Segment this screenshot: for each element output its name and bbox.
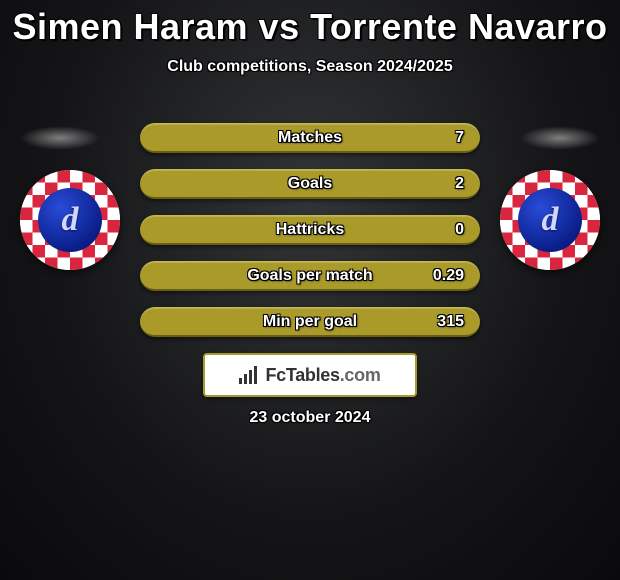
player-shadow-right: [520, 126, 600, 150]
brand-text: FcTables.com: [265, 365, 380, 386]
stat-value-right: 2: [455, 170, 464, 197]
club-crest-left: d: [20, 170, 120, 270]
stat-label: Hattricks: [140, 216, 480, 243]
club-crest-right: d: [500, 170, 600, 270]
stat-bar: Matches 7: [140, 123, 480, 153]
stat-label: Goals per match: [140, 262, 480, 289]
stat-bar: Hattricks 0: [140, 215, 480, 245]
crest-letter-right: d: [542, 201, 559, 239]
page-subtitle: Club competitions, Season 2024/2025: [0, 58, 620, 76]
stat-bar: Goals 2: [140, 169, 480, 199]
page-title: Simen Haram vs Torrente Navarro: [0, 0, 620, 48]
stats-bars: Matches 7 Goals 2 Hattricks 0 Goals per …: [140, 123, 480, 353]
brand-domain: .com: [340, 365, 381, 385]
stat-label: Min per goal: [140, 308, 480, 335]
stat-value-right: 0.29: [433, 262, 464, 289]
stat-label: Matches: [140, 124, 480, 151]
stat-value-right: 7: [455, 124, 464, 151]
stat-value-right: 0: [455, 216, 464, 243]
stat-value-right: 315: [437, 308, 464, 335]
brand-card: FcTables.com: [203, 353, 417, 397]
stat-label: Goals: [140, 170, 480, 197]
brand-main: FcTables: [265, 365, 339, 385]
crest-letter-left: d: [62, 201, 79, 239]
footer-date: 23 october 2024: [0, 409, 620, 427]
stat-bar: Goals per match 0.29: [140, 261, 480, 291]
stat-bar: Min per goal 315: [140, 307, 480, 337]
player-shadow-left: [20, 126, 100, 150]
bar-chart-icon: [239, 366, 259, 384]
